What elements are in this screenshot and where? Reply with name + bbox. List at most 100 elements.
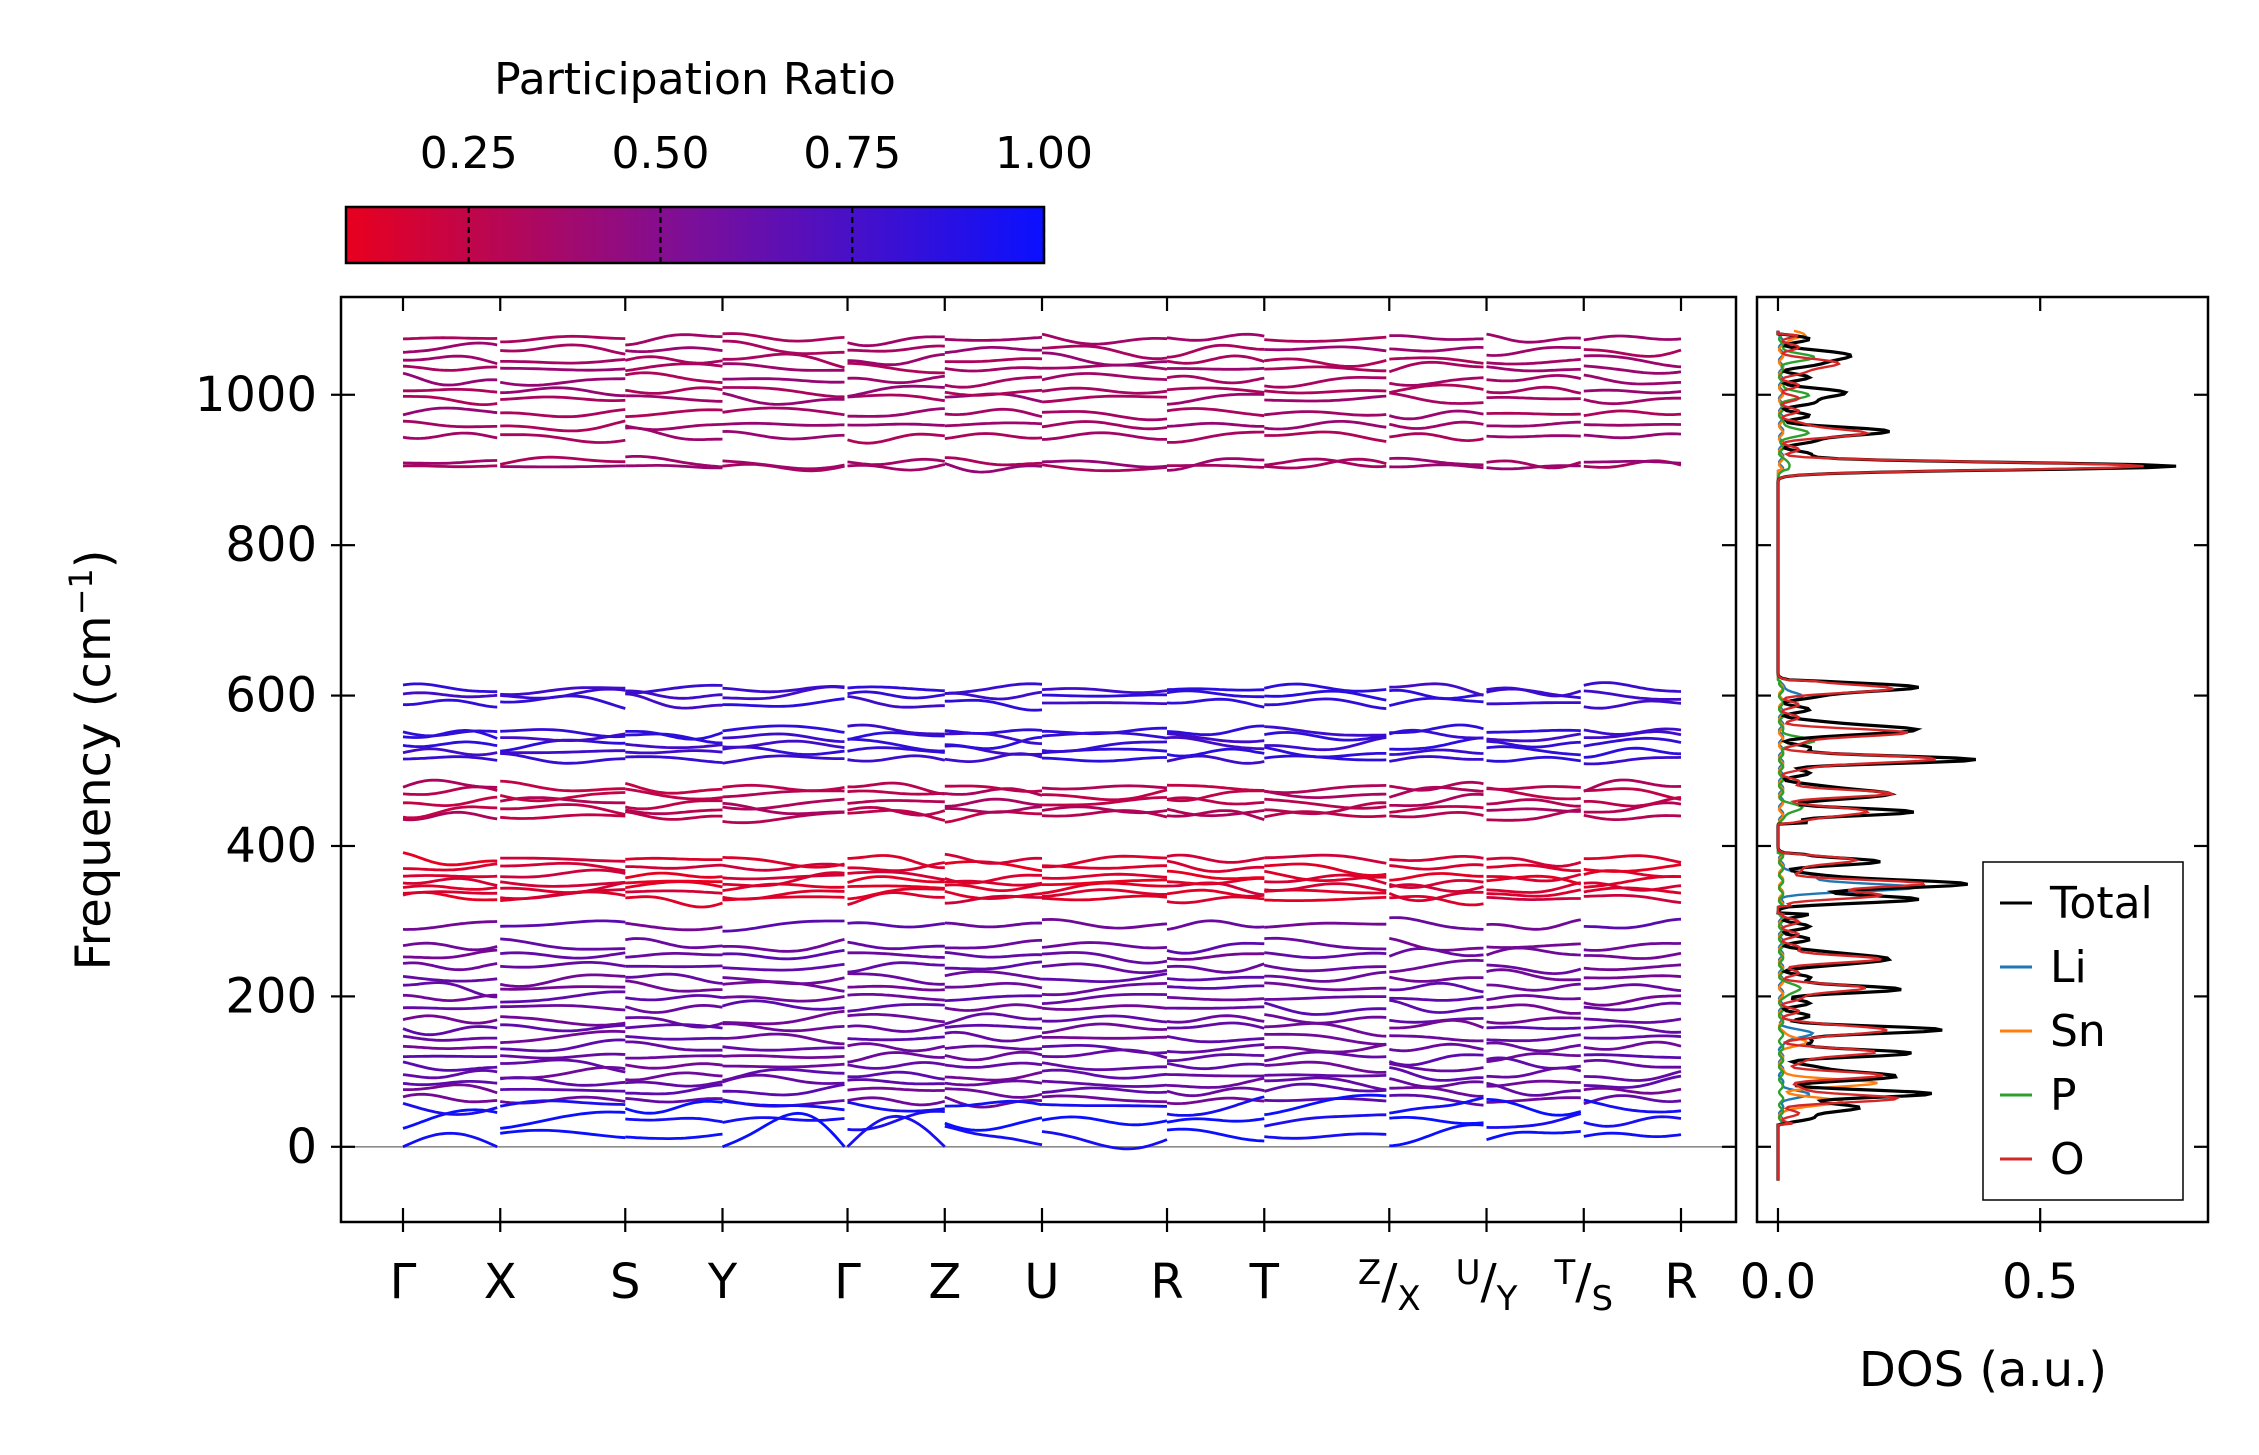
phonon-band [1486, 963, 1582, 976]
phonon-band [1388, 409, 1484, 421]
phonon-band [1264, 895, 1387, 902]
phonon-band [1486, 1025, 1581, 1031]
phonon-band [1167, 463, 1265, 469]
phonon-band [722, 754, 845, 765]
phonon-band [500, 919, 626, 928]
phonon-band [1389, 376, 1484, 387]
phonon-band [1486, 755, 1581, 763]
phonon-band [1486, 345, 1581, 357]
phonon-band [625, 730, 723, 741]
phonon-band [722, 724, 845, 734]
dos-y-ticks [1757, 393, 2208, 1148]
phonon-band [1264, 797, 1387, 810]
phonon-band [402, 464, 498, 469]
legend-label: O [2050, 1134, 2085, 1185]
phonon-band [847, 1078, 945, 1086]
phonon-band [1583, 756, 1682, 766]
phonon-band [1583, 1001, 1682, 1012]
phonon-band [403, 387, 498, 394]
phonon-band [944, 366, 1043, 373]
phonon-band [1389, 456, 1484, 467]
phonon-band [1583, 974, 1682, 980]
phonon-band [402, 1060, 498, 1072]
phonon-band [402, 993, 498, 1003]
phonon-band [722, 377, 845, 384]
phonon-band [625, 863, 723, 870]
phonon-band [722, 739, 845, 749]
phonon-band [402, 961, 498, 972]
phonon-band [1167, 430, 1265, 444]
phonon-band [847, 737, 945, 753]
phonon-band [403, 755, 498, 762]
phonon-band [944, 375, 1043, 389]
phonon-band [625, 683, 723, 696]
phonon-band [402, 941, 498, 952]
phonon-band [402, 341, 498, 354]
phonon-band [1166, 421, 1265, 428]
phonon-band [1583, 422, 1681, 427]
phonon-band [402, 1131, 498, 1149]
phonon-band [944, 462, 1043, 474]
phonon-band [1042, 693, 1167, 698]
phonon-band [625, 964, 723, 969]
phonon-band [1486, 395, 1581, 401]
colorbar: Participation Ratio 0.25 0.50 0.75 1.00 [344, 54, 1093, 265]
phonon-band [847, 731, 945, 741]
phonon-band [1041, 894, 1168, 902]
phonon-band [1486, 942, 1581, 949]
phonon-band [625, 732, 723, 745]
phonon-band [1486, 1003, 1581, 1015]
phonon-band [499, 455, 626, 466]
phonon-band [1264, 869, 1387, 882]
phonon-band [944, 1044, 1043, 1051]
phonon-band [1388, 360, 1484, 374]
phonon-band [1583, 1024, 1682, 1034]
phonon-band [722, 421, 845, 427]
phonon-band [1264, 730, 1387, 742]
phonon-band [1041, 951, 1168, 965]
phonon-band [625, 1071, 723, 1082]
phonon-band [847, 754, 946, 763]
colorbar-tick-label: 0.75 [803, 128, 901, 179]
phonon-band [1388, 383, 1484, 394]
phonon-band [847, 1042, 946, 1053]
phonon-band [1041, 1022, 1168, 1035]
phonon-band [1486, 1033, 1581, 1043]
phonon-band [1583, 364, 1682, 375]
phonon-band [1583, 787, 1682, 801]
phonon-band [402, 1054, 498, 1059]
phonon-band [847, 799, 945, 805]
phonon-band [1486, 982, 1581, 992]
dos-x-axis-label: DOS (a.u.) [1859, 1342, 2107, 1398]
phonon-band [402, 1014, 498, 1025]
phonon-band [1583, 1040, 1682, 1051]
phonon-band [722, 995, 845, 1003]
phonon-band [625, 921, 723, 932]
phonon-band [1166, 869, 1265, 881]
phonon-band [500, 386, 626, 398]
phonon-band [625, 1116, 723, 1124]
phonon-band [847, 984, 945, 992]
phonon-band [944, 357, 1043, 364]
phonon-band [402, 805, 498, 820]
colorbar-gradient [344, 205, 1046, 265]
phonon-band [847, 422, 945, 427]
phonon-band [625, 423, 723, 432]
phonon-band [1166, 807, 1265, 818]
phonon-band [847, 690, 945, 700]
phonon-band [1166, 354, 1265, 365]
phonon-band [1486, 385, 1582, 395]
phonon-band [1389, 1042, 1484, 1053]
phonon-band [500, 880, 626, 888]
phonon-band [1388, 890, 1484, 903]
phonon-band [1041, 1068, 1168, 1080]
phonon-band [1583, 1086, 1682, 1095]
phonon-band [403, 354, 498, 366]
phonon-band [1166, 995, 1265, 1002]
phonon-band [847, 1070, 945, 1081]
phonon-band [1583, 983, 1682, 992]
phonon-band [1264, 697, 1387, 710]
phonon-band [1389, 792, 1484, 807]
phonon-band [1486, 374, 1582, 383]
phonon-band [1166, 392, 1265, 406]
